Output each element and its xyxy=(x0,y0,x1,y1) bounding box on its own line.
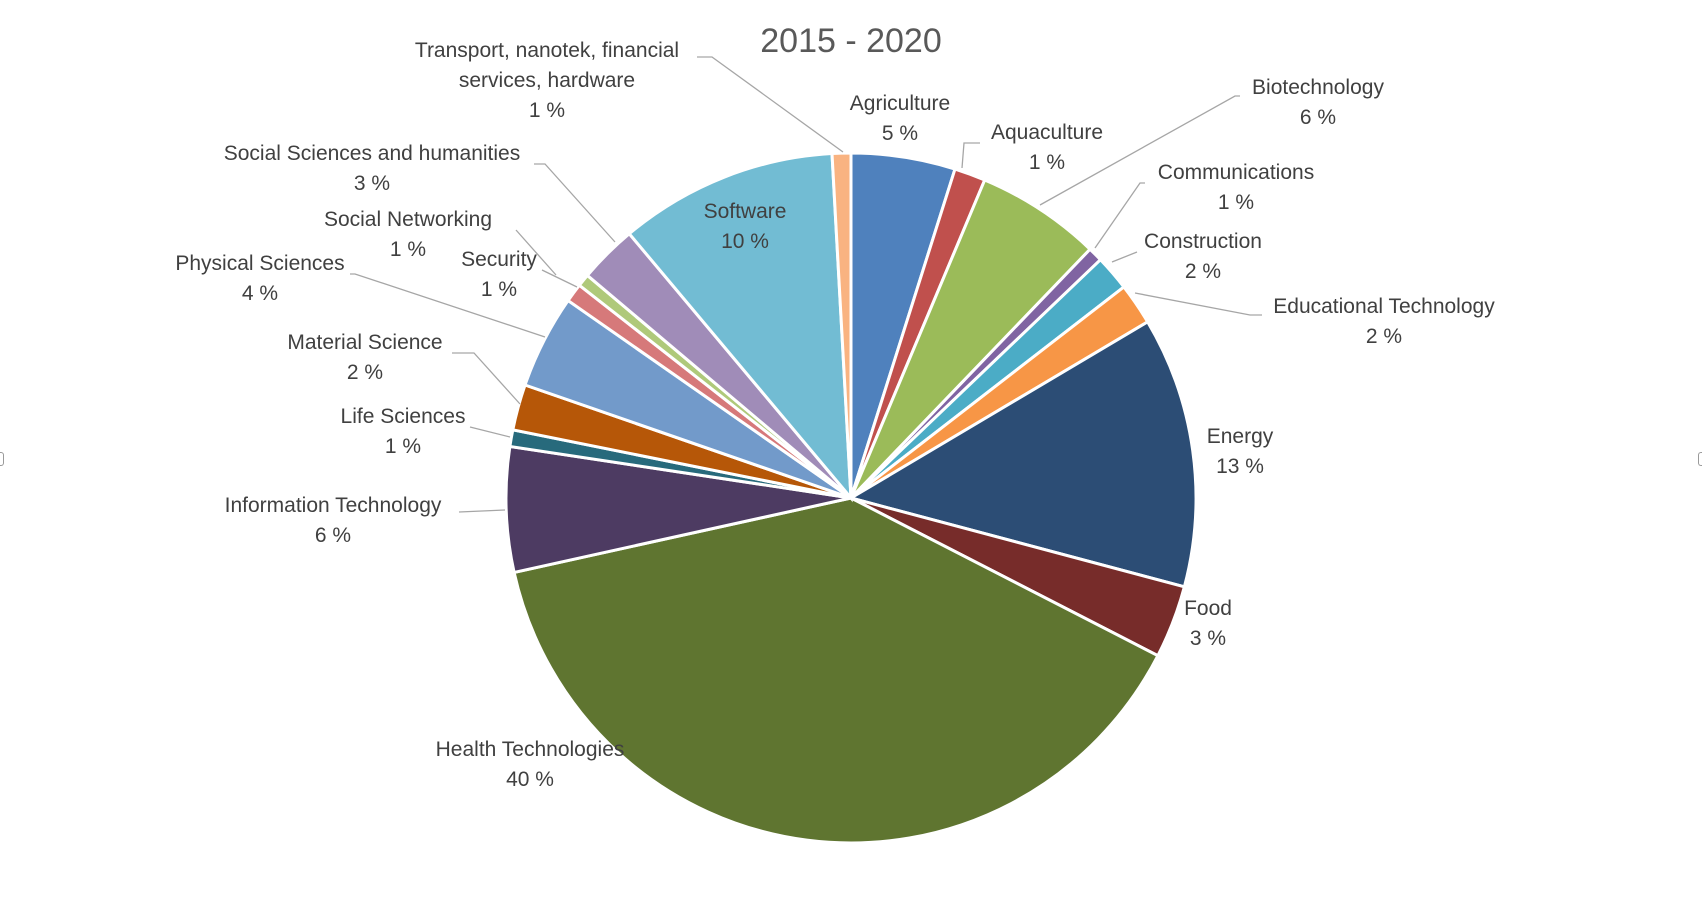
leader-line-communications xyxy=(1094,182,1145,249)
leader-line-material-science xyxy=(452,352,521,405)
slice-label-material-science: Material Science 2 % xyxy=(287,331,442,384)
slice-value-label: 6 % xyxy=(315,524,351,547)
slice-label-food: Food 3 % xyxy=(1184,597,1232,650)
slice-value-label: 1 % xyxy=(1218,191,1254,214)
slice-value-label: 40 % xyxy=(506,768,554,791)
slice-label-communications: Communications 1 % xyxy=(1158,161,1314,214)
slice-value-label: 1 % xyxy=(1029,151,1065,174)
slice-value-label: 2 % xyxy=(347,361,383,384)
slice-label-security: Security 1 % xyxy=(461,248,537,301)
slice-value-label: 4 % xyxy=(242,282,278,305)
leader-line-social-networking xyxy=(515,229,557,276)
leader-line-physical-sciences xyxy=(350,273,546,338)
slice-value-label: 1 % xyxy=(390,238,426,261)
left-resize-handle[interactable] xyxy=(0,452,4,466)
slice-label-life-sciences: Life Sciences 1 % xyxy=(341,405,466,458)
leader-line-aquaculture xyxy=(961,142,980,169)
pie-slice-software[interactable] xyxy=(627,151,853,503)
slice-label-social-sciences-and-humanities: Social Sciences and humanities 3 % xyxy=(224,142,521,195)
pie-slice-health-technologies[interactable] xyxy=(512,496,1160,845)
slice-label-aquaculture: Aquaculture 1 % xyxy=(991,121,1103,174)
slice-value-label: 1 % xyxy=(481,278,517,301)
leader-line-construction xyxy=(1111,251,1138,263)
slice-label-agriculture: Agriculture 5 % xyxy=(850,92,950,145)
slice-label-transport-nanotek-financial-services-hardware: Transport, nanotek, financial services, h… xyxy=(415,39,679,122)
slice-label-construction: Construction 2 % xyxy=(1144,230,1262,283)
right-resize-handle[interactable] xyxy=(1698,452,1702,466)
leader-line-information-technology xyxy=(458,509,506,513)
leader-line-security xyxy=(541,269,578,288)
slice-labels: Agriculture 5 % Aquaculture 1 % Biotechnolog… xyxy=(175,39,1495,791)
label-leader-lines xyxy=(350,56,1262,513)
leader-line-life-sciences xyxy=(469,426,511,438)
pie-slice-information-technology[interactable] xyxy=(504,444,852,575)
slice-value-label: 6 % xyxy=(1300,106,1336,129)
slice-value-label: 3 % xyxy=(354,172,390,195)
slice-label-information-technology: Information Technology 6 % xyxy=(225,494,442,547)
leader-line-biotechnology xyxy=(1039,95,1240,206)
slice-value-label: 3 % xyxy=(1190,627,1226,650)
slice-label-health-technologies: Health Technologies 40 % xyxy=(436,738,625,791)
slice-value-label: 1 % xyxy=(385,435,421,458)
slice-value-label: 5 % xyxy=(882,122,918,145)
slice-label-educational-technology: Educational Technology 2 % xyxy=(1273,295,1495,348)
slice-value-label: 2 % xyxy=(1185,260,1221,283)
slice-label-social-networking: Social Networking 1 % xyxy=(324,208,492,261)
slice-label-energy: Energy 13 % xyxy=(1207,425,1274,478)
leader-line-social-sciences-and-humanities xyxy=(534,163,616,243)
slice-value-label: 10 % xyxy=(721,230,769,253)
pie-slice-transport-nanotek-financial-services-hardware[interactable] xyxy=(830,151,853,499)
slice-label-physical-sciences: Physical Sciences 4 % xyxy=(175,252,344,305)
slice-value-label: 2 % xyxy=(1366,325,1402,348)
slice-label-software: Software 10 % xyxy=(704,200,787,253)
pie-slices xyxy=(504,151,1198,845)
slice-value-label: 13 % xyxy=(1216,455,1264,478)
leader-line-transport-nanotek-financial-services-hardware xyxy=(697,56,844,153)
slice-label-biotechnology: Biotechnology 6 % xyxy=(1252,76,1384,129)
pie-slice-biotechnology[interactable] xyxy=(849,178,1093,500)
slice-value-label: 1 % xyxy=(529,99,565,122)
leader-line-educational-technology xyxy=(1134,292,1262,316)
chart-title: 2015 - 2020 xyxy=(760,22,942,60)
